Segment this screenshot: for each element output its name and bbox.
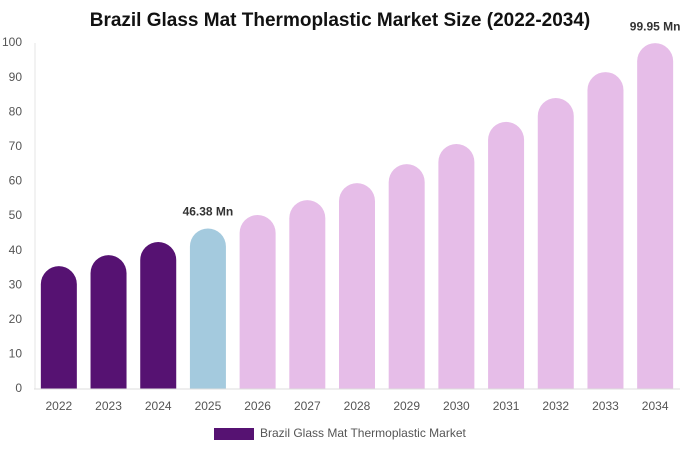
x-tick-label: 2026 xyxy=(244,399,271,413)
y-tick-label: 70 xyxy=(9,139,23,153)
y-tick-label: 60 xyxy=(9,174,23,188)
y-tick-label: 20 xyxy=(9,312,23,326)
bar xyxy=(189,228,226,389)
bar xyxy=(90,255,127,389)
x-tick-label: 2025 xyxy=(195,399,222,413)
bar xyxy=(339,183,375,389)
x-tick-label: 2024 xyxy=(145,399,172,413)
bar xyxy=(488,121,525,390)
bar xyxy=(289,200,326,389)
bar xyxy=(438,144,475,389)
value-label: 46.38 Mn xyxy=(183,205,234,219)
x-tick-label: 2031 xyxy=(493,399,520,413)
bar xyxy=(537,98,574,389)
y-tick-label: 50 xyxy=(9,208,23,222)
y-tick-label: 30 xyxy=(9,277,23,291)
bar xyxy=(239,214,276,389)
x-tick-label: 2034 xyxy=(642,399,669,413)
value-label: 99.95 Mn xyxy=(630,19,680,33)
chart-title: Brazil Glass Mat Thermoplastic Market Si… xyxy=(90,10,591,31)
x-tick-label: 2023 xyxy=(95,399,122,413)
bar xyxy=(140,241,177,389)
x-tick-label: 2027 xyxy=(294,399,321,413)
bar xyxy=(587,72,624,390)
y-tick-label: 90 xyxy=(9,70,23,84)
y-tick-label: 0 xyxy=(15,381,22,395)
bar xyxy=(637,43,674,389)
legend-swatch xyxy=(214,428,254,440)
x-tick-label: 2033 xyxy=(592,399,619,413)
y-tick-label: 10 xyxy=(9,347,23,361)
bar xyxy=(40,266,77,389)
x-tick-label: 2022 xyxy=(45,399,72,413)
y-tick-label: 80 xyxy=(9,104,23,118)
x-tick-label: 2029 xyxy=(393,399,420,413)
x-tick-label: 2028 xyxy=(344,399,371,413)
y-tick-label: 40 xyxy=(9,243,23,257)
x-tick-label: 2032 xyxy=(542,399,569,413)
y-tick-label: 100 xyxy=(2,35,22,49)
legend-label: Brazil Glass Mat Thermoplastic Market xyxy=(260,426,467,440)
bar xyxy=(388,164,425,389)
x-tick-label: 2030 xyxy=(443,399,470,413)
